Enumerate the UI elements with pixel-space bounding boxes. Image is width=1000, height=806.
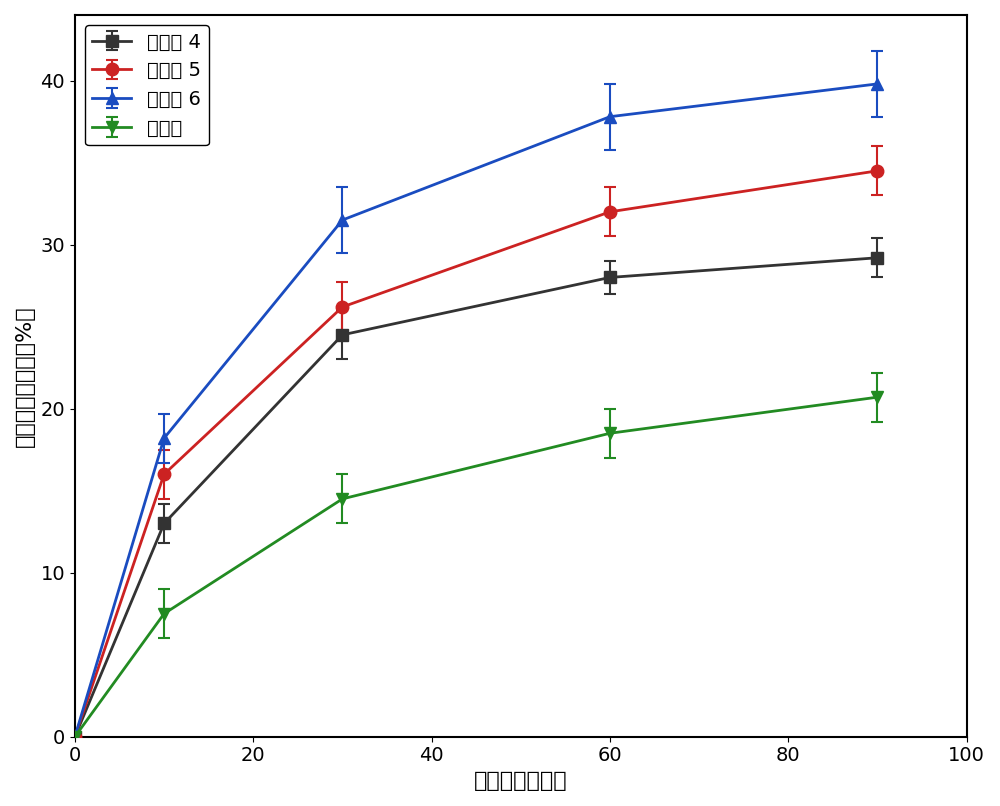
Y-axis label: 总石油烃降解率（%）: 总石油烃降解率（%） bbox=[15, 305, 35, 447]
Legend: 实施例 4, 实施例 5, 实施例 6, 对比例: 实施例 4, 实施例 5, 实施例 6, 对比例 bbox=[85, 25, 209, 145]
X-axis label: 种植时间（天）: 种植时间（天） bbox=[474, 771, 568, 791]
